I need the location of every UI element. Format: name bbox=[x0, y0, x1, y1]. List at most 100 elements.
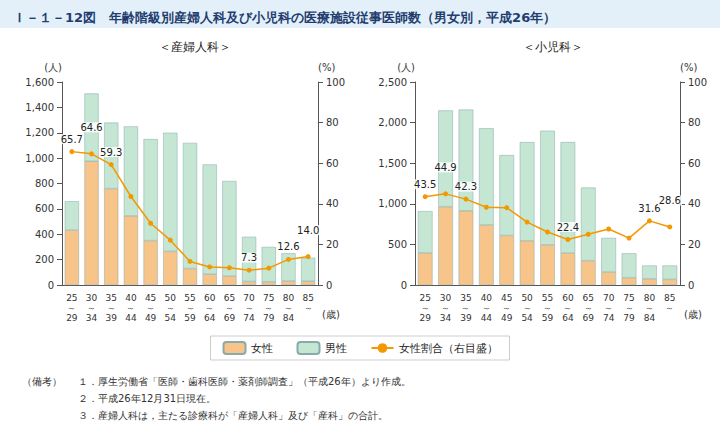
svg-text:～: ～ bbox=[523, 303, 532, 313]
svg-text:34: 34 bbox=[440, 313, 452, 323]
svg-text:75: 75 bbox=[263, 293, 274, 303]
svg-text:25: 25 bbox=[419, 293, 430, 303]
svg-text:＜小児科＞: ＜小児科＞ bbox=[523, 40, 583, 54]
svg-text:～: ～ bbox=[126, 303, 135, 313]
svg-text:100: 100 bbox=[326, 77, 345, 88]
svg-text:84: 84 bbox=[644, 313, 656, 323]
svg-text:85: 85 bbox=[664, 293, 675, 303]
svg-text:64.6: 64.6 bbox=[80, 122, 102, 133]
svg-text:12.6: 12.6 bbox=[277, 241, 299, 252]
svg-text:65.7: 65.7 bbox=[61, 134, 83, 145]
svg-text:31.6: 31.6 bbox=[638, 203, 660, 214]
svg-text:１．厚生労働省「医師・歯科医師・薬剤師調査」（平成26年）よ: １．厚生労働省「医師・歯科医師・薬剤師調査」（平成26年）より作成。 bbox=[78, 376, 411, 387]
svg-text:女性: 女性 bbox=[251, 342, 273, 355]
svg-text:60: 60 bbox=[204, 293, 216, 303]
svg-text:42.3: 42.3 bbox=[455, 181, 477, 192]
svg-text:２．平成26年12月31日現在。: ２．平成26年12月31日現在。 bbox=[78, 393, 216, 404]
svg-text:～: ～ bbox=[625, 303, 634, 313]
svg-text:（備考）: （備考） bbox=[22, 376, 62, 387]
svg-text:28.6: 28.6 bbox=[659, 195, 681, 206]
svg-text:60: 60 bbox=[688, 158, 701, 169]
svg-text:0: 0 bbox=[326, 280, 332, 291]
svg-text:74: 74 bbox=[243, 313, 255, 323]
svg-text:40: 40 bbox=[326, 198, 339, 209]
svg-text:～: ～ bbox=[543, 303, 552, 313]
svg-text:～: ～ bbox=[264, 303, 273, 313]
svg-text:～: ～ bbox=[107, 303, 116, 313]
svg-text:～: ～ bbox=[146, 303, 155, 313]
svg-text:～: ～ bbox=[441, 303, 450, 313]
svg-text:2,000: 2,000 bbox=[378, 117, 407, 128]
svg-text:(%): (%) bbox=[680, 62, 697, 73]
svg-text:65: 65 bbox=[583, 293, 594, 303]
svg-text:～: ～ bbox=[665, 303, 674, 313]
svg-text:50: 50 bbox=[165, 293, 177, 303]
svg-text:35: 35 bbox=[460, 293, 471, 303]
svg-text:85: 85 bbox=[302, 293, 313, 303]
svg-text:(歳): (歳) bbox=[322, 309, 340, 320]
svg-text:1,000: 1,000 bbox=[25, 153, 54, 164]
svg-text:～: ～ bbox=[604, 303, 613, 313]
svg-text:600: 600 bbox=[35, 203, 54, 214]
svg-text:59: 59 bbox=[542, 313, 554, 323]
svg-text:800: 800 bbox=[35, 178, 54, 189]
svg-text:84: 84 bbox=[283, 313, 295, 323]
svg-text:1,600: 1,600 bbox=[25, 77, 54, 88]
svg-text:54: 54 bbox=[165, 313, 177, 323]
svg-text:～: ～ bbox=[461, 303, 470, 313]
svg-text:Ｉ－１－12図 年齢階級別産婦人科及び小児科の医療施設従事医: Ｉ－１－12図 年齢階級別産婦人科及び小児科の医療施設従事医師数（男女別，平成2… bbox=[13, 10, 556, 25]
svg-text:0: 0 bbox=[688, 280, 694, 291]
svg-text:80: 80 bbox=[326, 117, 339, 128]
svg-text:1,200: 1,200 bbox=[25, 127, 54, 138]
svg-text:1,500: 1,500 bbox=[378, 158, 407, 169]
svg-text:69: 69 bbox=[224, 313, 236, 323]
svg-text:35: 35 bbox=[106, 293, 117, 303]
svg-text:1,400: 1,400 bbox=[25, 102, 54, 113]
svg-text:44: 44 bbox=[481, 313, 493, 323]
svg-text:69: 69 bbox=[583, 313, 595, 323]
svg-text:1,000: 1,000 bbox=[378, 198, 407, 209]
svg-text:70: 70 bbox=[243, 293, 255, 303]
svg-text:25: 25 bbox=[66, 293, 77, 303]
svg-text:60: 60 bbox=[562, 293, 574, 303]
svg-text:79: 79 bbox=[263, 313, 275, 323]
svg-text:女性割合（右目盛）: 女性割合（右目盛） bbox=[399, 342, 498, 355]
svg-text:39: 39 bbox=[460, 313, 472, 323]
svg-text:40: 40 bbox=[125, 293, 137, 303]
svg-text:100: 100 bbox=[688, 77, 707, 88]
svg-text:(%): (%) bbox=[318, 62, 335, 73]
svg-text:(人): (人) bbox=[44, 62, 62, 73]
svg-text:44.9: 44.9 bbox=[434, 162, 456, 173]
svg-text:29: 29 bbox=[66, 313, 78, 323]
svg-text:～: ～ bbox=[563, 303, 572, 313]
svg-text:男性: 男性 bbox=[325, 342, 347, 355]
svg-text:34: 34 bbox=[86, 313, 98, 323]
svg-text:～: ～ bbox=[304, 303, 313, 313]
svg-text:40: 40 bbox=[481, 293, 493, 303]
svg-text:43.5: 43.5 bbox=[414, 179, 436, 190]
svg-text:55: 55 bbox=[542, 293, 553, 303]
svg-text:70: 70 bbox=[603, 293, 615, 303]
svg-text:400: 400 bbox=[35, 229, 54, 240]
svg-text:75: 75 bbox=[623, 293, 634, 303]
svg-text:64: 64 bbox=[562, 313, 574, 323]
svg-text:～: ～ bbox=[186, 303, 195, 313]
svg-text:～: ～ bbox=[225, 303, 234, 313]
svg-text:～: ～ bbox=[284, 303, 293, 313]
svg-text:20: 20 bbox=[688, 239, 701, 250]
svg-text:50: 50 bbox=[521, 293, 533, 303]
svg-text:55: 55 bbox=[184, 293, 195, 303]
svg-text:40: 40 bbox=[688, 198, 701, 209]
svg-text:0: 0 bbox=[48, 280, 54, 291]
svg-text:45: 45 bbox=[145, 293, 156, 303]
svg-text:80: 80 bbox=[283, 293, 295, 303]
svg-text:59.3: 59.3 bbox=[100, 147, 122, 158]
svg-text:＜産婦人科＞: ＜産婦人科＞ bbox=[159, 40, 231, 54]
svg-text:59: 59 bbox=[184, 313, 196, 323]
svg-text:500: 500 bbox=[388, 239, 407, 250]
svg-text:49: 49 bbox=[145, 313, 157, 323]
svg-text:29: 29 bbox=[419, 313, 431, 323]
svg-text:49: 49 bbox=[501, 313, 513, 323]
svg-text:39: 39 bbox=[106, 313, 118, 323]
svg-text:79: 79 bbox=[623, 313, 635, 323]
